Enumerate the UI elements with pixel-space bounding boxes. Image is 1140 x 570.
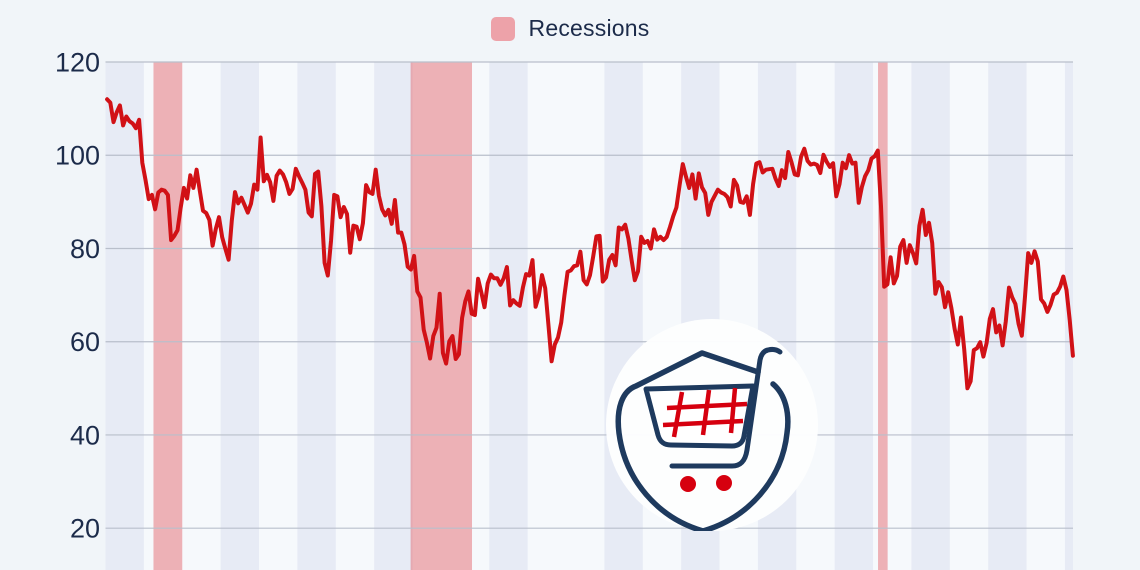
- year-stripe: [374, 62, 413, 570]
- gridlines: [105, 61, 1073, 529]
- year-stripe: [297, 62, 336, 570]
- y-axis-tick-label: 20: [70, 514, 100, 544]
- year-stripe: [489, 62, 528, 570]
- shield-outline-icon: [615, 350, 791, 531]
- cart-handle-icon: [669, 346, 783, 469]
- year-stripe: [220, 62, 260, 570]
- legend: Recessions: [0, 15, 1140, 42]
- cart-grid-icon: [662, 387, 748, 438]
- year-stripe: [834, 62, 874, 570]
- y-axis-tick-label: 120: [55, 48, 100, 78]
- y-axis-tick-label: 100: [55, 141, 100, 171]
- y-axis-tick-label: 60: [70, 327, 100, 357]
- legend-label: Recessions: [528, 15, 650, 41]
- recession-legend-swatch: [490, 16, 515, 41]
- y-axis-tick-label: 40: [70, 420, 100, 450]
- year-stripe: [105, 62, 144, 570]
- cart-wheel-right-icon: [716, 475, 732, 491]
- recession-band: [153, 62, 183, 570]
- cart-basket-icon: [643, 383, 756, 449]
- shield-cart-logo: [606, 319, 818, 531]
- sentiment-line: [105, 97, 1075, 391]
- cart-wheel-left-icon: [680, 476, 696, 492]
- y-axis-tick-label: 80: [70, 234, 100, 264]
- y-axis-labels: 120 100 80 60 40 20: [55, 48, 100, 544]
- recession-band: [878, 62, 888, 570]
- year-stripe: [911, 62, 950, 570]
